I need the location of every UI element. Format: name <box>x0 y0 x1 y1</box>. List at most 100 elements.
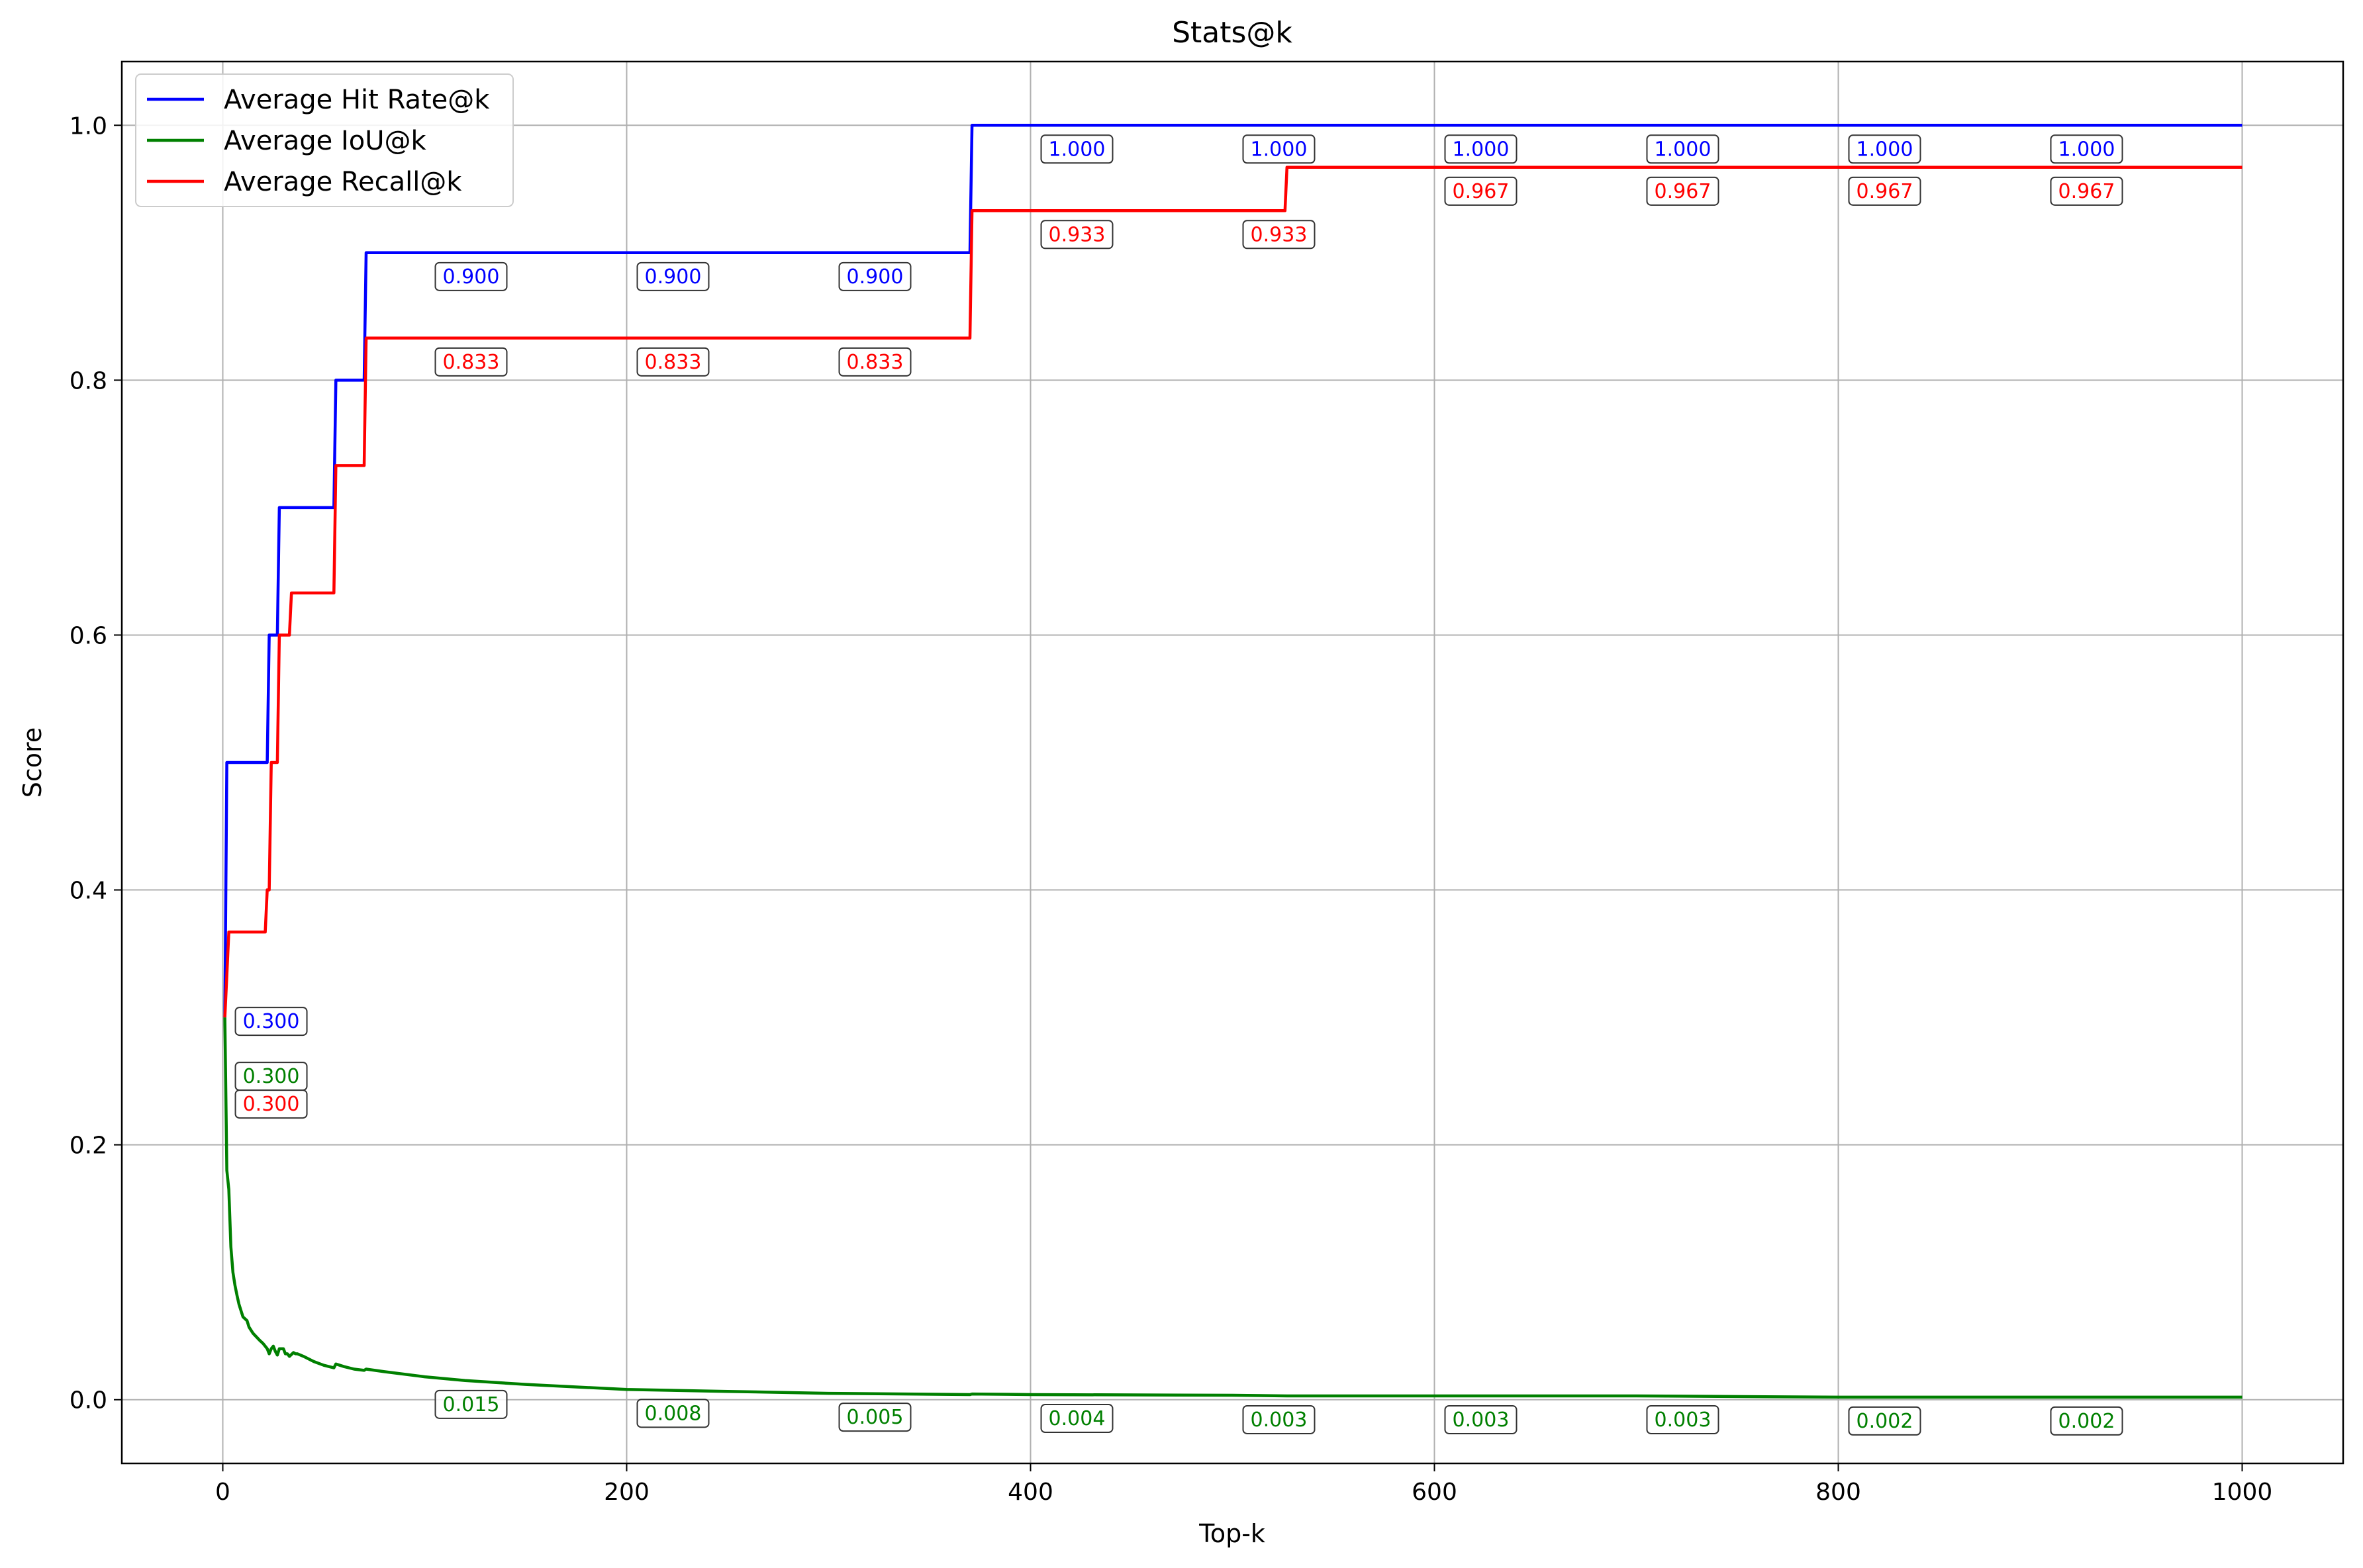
data-label: 0.833 <box>434 347 508 377</box>
data-label: 1.000 <box>1646 134 1719 164</box>
data-label-box <box>2050 134 2123 164</box>
y-tick-label: 1.0 <box>70 113 107 140</box>
data-label-box <box>434 261 508 291</box>
data-label-box <box>1848 1406 1921 1436</box>
data-label: 0.900 <box>838 261 912 291</box>
data-label-text: 0.004 <box>1049 1407 1106 1430</box>
x-tick-label: 200 <box>604 1479 650 1506</box>
data-label-text: 0.833 <box>847 351 904 374</box>
data-label-box <box>1242 134 1316 164</box>
data-label: 0.833 <box>838 347 912 377</box>
y-tick-label: 0.2 <box>70 1132 107 1160</box>
data-label-box <box>1646 176 1719 206</box>
data-label: 0.967 <box>1444 176 1518 206</box>
data-label-text: 0.833 <box>443 351 500 374</box>
data-label-box <box>636 347 710 377</box>
data-label-text: 0.003 <box>1251 1408 1308 1432</box>
data-label-text: 0.967 <box>1453 180 1510 203</box>
data-label: 0.002 <box>2050 1406 2123 1436</box>
data-label-box <box>234 1089 308 1119</box>
data-label-box <box>1646 1405 1719 1434</box>
data-label: 0.300 <box>234 1089 308 1119</box>
x-tick-label: 400 <box>1008 1479 1053 1506</box>
data-label-text: 0.833 <box>645 351 702 374</box>
data-label: 0.933 <box>1040 220 1114 250</box>
data-label: 0.008 <box>636 1399 710 1428</box>
data-label-text: 0.933 <box>1251 223 1308 246</box>
data-label-text: 0.003 <box>1453 1408 1510 1432</box>
y-tick-label: 0.4 <box>70 878 107 905</box>
data-label: 0.003 <box>1646 1405 1719 1434</box>
data-label-text: 0.933 <box>1049 223 1106 246</box>
data-label-box <box>1040 134 1114 164</box>
axis-ticks: 0 200 400 600 800 1000 0.0 0.2 0.4 0.6 0.8 1.0 <box>70 113 2273 1506</box>
x-tick-label: 1000 <box>2212 1479 2273 1506</box>
legend-label: Average Recall@k <box>224 167 462 197</box>
data-label-text: 0.300 <box>243 1093 300 1116</box>
data-label-box <box>2050 176 2123 206</box>
series-line-2 <box>223 165 2242 1018</box>
data-label: 1.000 <box>1848 134 1921 164</box>
data-label-text: 0.002 <box>2058 1410 2115 1433</box>
data-label-box <box>2050 1406 2123 1436</box>
data-label-box <box>1444 176 1518 206</box>
y-tick-label: 0.0 <box>70 1387 107 1414</box>
data-label-text: 1.000 <box>1251 138 1308 161</box>
x-tick-label: 0 <box>215 1479 230 1506</box>
data-label-text: 1.000 <box>1453 138 1510 161</box>
legend-label: Average Hit Rate@k <box>224 85 490 115</box>
data-label-text: 0.900 <box>645 265 702 289</box>
data-label: 0.967 <box>1848 176 1921 206</box>
data-label: 1.000 <box>1040 134 1114 164</box>
data-label-box <box>636 1399 710 1428</box>
data-label: 0.004 <box>1040 1404 1114 1434</box>
data-label-box <box>1444 134 1518 164</box>
data-label-text: 0.900 <box>443 265 500 289</box>
data-label-text: 1.000 <box>1655 138 1712 161</box>
y-tick-label: 0.6 <box>70 622 107 649</box>
data-label-text: 0.967 <box>1857 180 1913 203</box>
data-label: 0.002 <box>1848 1406 1921 1436</box>
data-label-text: 1.000 <box>2058 138 2115 161</box>
data-label-box <box>636 261 710 291</box>
data-label-box <box>434 1389 508 1419</box>
data-label: 0.003 <box>1444 1405 1518 1434</box>
data-label-box <box>838 261 912 291</box>
y-tick-label: 0.8 <box>70 367 107 394</box>
data-label: 0.300 <box>234 1007 308 1037</box>
data-label-box <box>1646 134 1719 164</box>
data-label-text: 0.967 <box>2058 180 2115 203</box>
data-label-box <box>1444 1405 1518 1434</box>
legend-label: Average IoU@k <box>224 126 427 156</box>
data-label: 1.000 <box>1444 134 1518 164</box>
data-label: 0.005 <box>838 1403 912 1432</box>
series-group <box>223 124 2242 1399</box>
data-label: 1.000 <box>2050 134 2123 164</box>
plot-frame <box>121 60 2344 1465</box>
data-label: 0.003 <box>1242 1405 1316 1434</box>
data-label: 0.900 <box>434 261 508 291</box>
data-label-box <box>1040 1404 1114 1434</box>
data-label-text: 0.008 <box>645 1402 702 1425</box>
legend-box <box>135 73 514 207</box>
data-label-text: 0.003 <box>1655 1408 1712 1432</box>
data-label-text: 0.015 <box>443 1393 500 1416</box>
data-label-box <box>1040 220 1114 250</box>
data-label-text: 0.300 <box>243 1010 300 1033</box>
data-label-box <box>1242 220 1316 250</box>
data-label-text: 1.000 <box>1049 138 1106 161</box>
data-label-text: 0.300 <box>243 1065 300 1088</box>
x-tick-label: 600 <box>1412 1479 1457 1506</box>
x-tick-label: 800 <box>1815 1479 1861 1506</box>
data-label: 0.015 <box>434 1389 508 1419</box>
data-label: 1.000 <box>1242 134 1316 164</box>
data-label-box <box>838 347 912 377</box>
data-label-box <box>1242 1405 1316 1434</box>
data-label: 0.300 <box>234 1062 308 1091</box>
series-line-1 <box>223 1017 2242 1399</box>
data-label-text: 0.900 <box>847 265 904 289</box>
data-label: 0.967 <box>1646 176 1719 206</box>
data-label-text: 0.005 <box>847 1406 904 1429</box>
data-label: 0.933 <box>1242 220 1316 250</box>
